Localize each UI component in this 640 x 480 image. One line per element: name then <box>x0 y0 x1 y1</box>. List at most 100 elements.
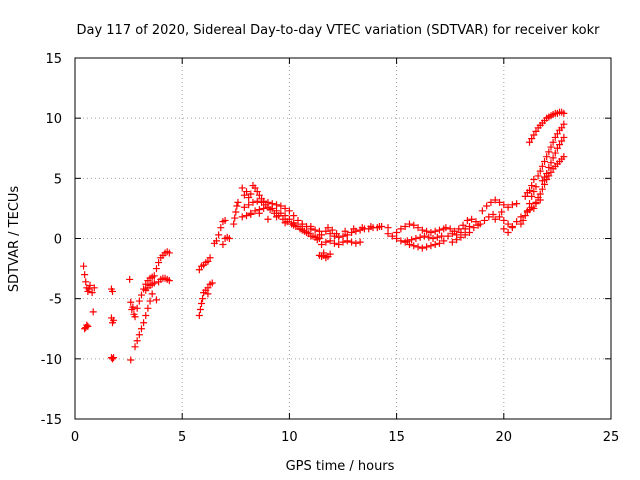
data-point <box>384 224 392 232</box>
data-point <box>137 291 145 299</box>
x-tick-label: 20 <box>496 430 513 445</box>
x-axis-label: GPS time / hours <box>286 459 395 474</box>
data-point <box>560 153 568 161</box>
data-point <box>530 131 538 139</box>
data-point <box>547 159 555 167</box>
data-point <box>410 242 418 250</box>
data-point <box>504 228 512 236</box>
data-point <box>305 230 313 238</box>
data-point <box>326 237 334 245</box>
data-point <box>435 239 443 247</box>
data-point <box>324 224 332 232</box>
data-point <box>281 204 289 212</box>
data-point <box>86 281 94 289</box>
data-point <box>517 220 525 228</box>
data-point <box>558 124 566 132</box>
data-point <box>528 135 536 143</box>
data-point <box>528 203 536 211</box>
data-point <box>298 220 306 228</box>
data-point <box>335 241 343 249</box>
data-point <box>423 227 431 235</box>
data-point <box>547 168 555 176</box>
data-point <box>521 212 529 220</box>
data-point <box>393 235 401 242</box>
data-point <box>165 277 173 285</box>
data-point <box>532 127 540 135</box>
data-point <box>208 279 216 287</box>
data-point <box>270 209 278 217</box>
data-point <box>231 214 239 222</box>
data-point <box>425 233 433 241</box>
data-point <box>195 312 203 320</box>
data-point <box>403 237 411 245</box>
data-point <box>375 222 383 230</box>
y-tick-label: -5 <box>49 293 62 308</box>
data-point <box>367 222 375 230</box>
data-point <box>528 182 536 190</box>
data-point <box>491 196 499 204</box>
data-point <box>343 231 351 239</box>
data-point <box>245 194 253 202</box>
data-point <box>459 221 467 229</box>
data-point <box>142 312 150 320</box>
data-point <box>446 225 454 233</box>
data-point <box>146 297 154 305</box>
data-point <box>277 202 285 210</box>
axis-ticks <box>74 57 612 420</box>
data-point <box>388 232 396 240</box>
data-point <box>195 266 203 274</box>
data-point <box>420 232 428 240</box>
data-point <box>206 254 214 262</box>
data-point <box>543 153 551 161</box>
data-point <box>431 227 439 235</box>
data-point <box>551 149 559 157</box>
data-point <box>474 221 482 229</box>
data-point <box>352 239 360 247</box>
data-point <box>472 218 480 226</box>
data-point <box>504 203 512 211</box>
data-point <box>80 262 88 270</box>
data-point <box>309 232 317 240</box>
data-point <box>281 219 289 227</box>
y-tick-label: -15 <box>41 413 62 428</box>
data-point <box>541 180 549 188</box>
data-point <box>418 244 426 252</box>
data-point <box>508 224 516 232</box>
data-point <box>500 225 508 233</box>
data-point <box>461 225 469 233</box>
data-point <box>547 143 555 151</box>
data-point <box>397 225 405 233</box>
data-point <box>560 109 568 117</box>
data-point <box>541 157 549 165</box>
data-point <box>333 230 341 238</box>
data-point <box>251 207 259 215</box>
data-point <box>83 321 91 329</box>
data-point <box>204 284 212 292</box>
data-point <box>496 213 504 221</box>
data-point <box>532 198 540 206</box>
data-point <box>330 239 338 247</box>
data-point <box>219 241 227 249</box>
data-point <box>470 224 478 232</box>
data-point <box>545 164 553 172</box>
data-point <box>148 290 156 298</box>
data-point <box>448 230 456 238</box>
data-point <box>433 233 441 241</box>
data-point <box>88 289 96 297</box>
data-point <box>144 304 152 312</box>
data-point <box>326 230 334 238</box>
data-point <box>530 188 538 196</box>
data-point <box>245 201 253 209</box>
data-point <box>135 297 143 305</box>
data-point <box>258 198 266 206</box>
data-point <box>318 231 326 239</box>
data-point <box>152 265 160 273</box>
data-point <box>196 305 204 313</box>
data-point <box>553 130 561 138</box>
data-point <box>517 213 525 221</box>
data-point <box>238 184 246 192</box>
data-point <box>543 170 551 178</box>
data-point <box>152 296 160 304</box>
data-point <box>217 224 225 232</box>
